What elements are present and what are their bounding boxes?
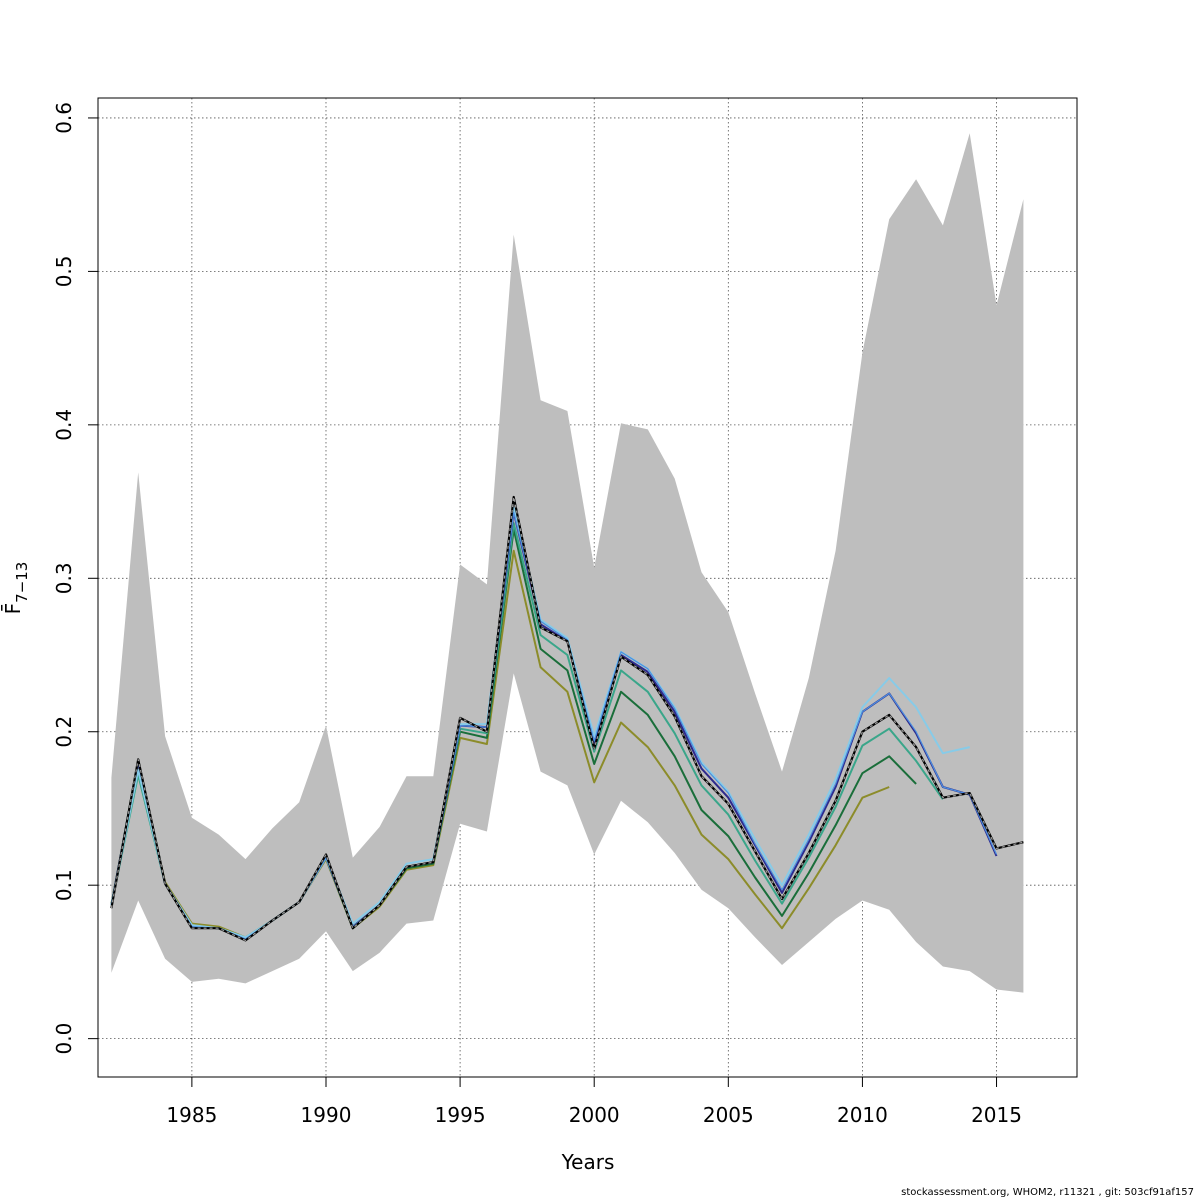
svg-text:F̄7−13: F̄7−13 (0, 562, 31, 615)
y-tick-label-group: 0.4 (52, 409, 76, 441)
y-tick-label-group: 0.1 (52, 869, 76, 901)
y-tick-label: 0.0 (52, 1023, 76, 1055)
y-tick-label-group: 0.2 (52, 716, 76, 748)
x-tick-label: 1995 (435, 1103, 486, 1127)
x-tick-label: 2005 (703, 1103, 754, 1127)
axes: 1985 1990 1995 2000 2005 2010 2015 0.0 0.1 0.2 0.3… (52, 102, 1022, 1127)
y-tick-label: 0.6 (52, 102, 76, 134)
y-axis-title-subscript: 7−13 (13, 562, 31, 603)
y-tick-label-group: 0.3 (52, 562, 76, 594)
y-tick-label-group: 0.6 (52, 102, 76, 134)
y-tick-label: 0.4 (52, 409, 76, 441)
x-tick-label: 2010 (837, 1103, 888, 1127)
footer-note: stockassessment.org, WHOM2, r11321 , git… (901, 1187, 1194, 1198)
confidence-band (111, 133, 1024, 993)
x-tick-label: 2015 (971, 1103, 1022, 1127)
confidence-band-layer (111, 133, 1024, 993)
y-tick-label: 0.1 (52, 869, 76, 901)
x-tick-label: 2000 (569, 1103, 620, 1127)
y-axis-title-main: F̄ (0, 603, 25, 615)
y-tick-label: 0.3 (52, 562, 76, 594)
y-tick-label-group: 0.0 (52, 1023, 76, 1055)
x-tick-label: 1990 (301, 1103, 352, 1127)
y-tick-label: 0.2 (52, 716, 76, 748)
x-axis-title: Years (561, 1150, 615, 1174)
y-tick-label: 0.5 (52, 255, 76, 287)
x-tick-label: 1985 (166, 1103, 217, 1127)
series-layer (110, 495, 1024, 942)
series-line-7 (110, 496, 1024, 942)
y-tick-label-group: 0.5 (52, 255, 76, 287)
y-axis-title: F̄7−13 (0, 562, 31, 615)
